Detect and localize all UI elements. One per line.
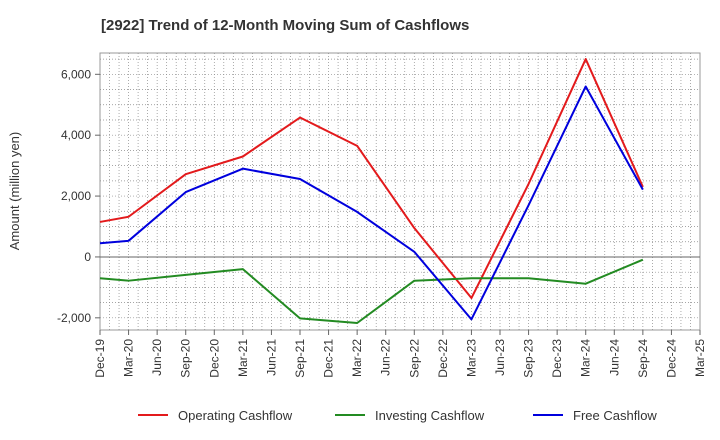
x-tick-label: Sep-23 — [522, 339, 536, 378]
x-tick-label: Jun-23 — [493, 339, 507, 376]
x-tick-label: Sep-22 — [407, 339, 421, 378]
x-axis-ticks: Dec-19 Mar-20 Jun-20 Sep-20 Dec-20 Mar-21 Jun-… — [93, 330, 707, 378]
y-tick-label: -2,000 — [57, 311, 91, 325]
x-tick-label: Dec-23 — [550, 339, 564, 378]
legend-label-investing-cashflow: Investing Cashflow — [375, 408, 485, 423]
y-tick-label: 4,000 — [61, 128, 91, 142]
x-tick-label: Mar-21 — [236, 339, 250, 377]
x-tick-label: Mar-24 — [579, 339, 593, 377]
y-axis-ticks: -2,000 0 2,000 4,000 6,000 — [57, 67, 100, 325]
x-tick-label: Jun-21 — [264, 339, 278, 376]
x-tick-label: Jun-24 — [607, 339, 621, 376]
legend: Operating Cashflow Investing Cashflow Free… — [138, 408, 657, 423]
x-tick-label: Mar-20 — [122, 339, 136, 377]
x-tick-label: Dec-20 — [207, 339, 221, 378]
x-tick-label: Jun-20 — [150, 339, 164, 376]
x-tick-label: Sep-21 — [293, 339, 307, 378]
grid — [100, 53, 700, 330]
x-tick-label: Dec-22 — [436, 339, 450, 378]
series-line-operating-cashflow — [99, 58, 644, 300]
x-tick-label: Mar-23 — [464, 339, 478, 377]
x-tick-label: Dec-24 — [664, 339, 678, 378]
x-tick-label: Dec-21 — [322, 339, 336, 378]
x-tick-label: Sep-24 — [636, 339, 650, 378]
series-line-investing-cashflow — [99, 258, 644, 324]
legend-label-free-cashflow: Free Cashflow — [573, 408, 657, 423]
plot-area — [99, 52, 701, 331]
y-tick-label: 0 — [84, 250, 91, 264]
x-tick-label: Dec-19 — [93, 339, 107, 378]
x-tick-label: Sep-20 — [179, 339, 193, 378]
x-tick-label: Mar-22 — [350, 339, 364, 377]
x-tick-label: Mar-25 — [693, 339, 707, 377]
x-tick-label: Jun-22 — [379, 339, 393, 376]
series-layer — [99, 58, 644, 324]
y-tick-label: 2,000 — [61, 189, 91, 203]
y-axis-label: Amount (million yen) — [7, 132, 22, 251]
series-line-free-cashflow — [99, 85, 644, 321]
legend-label-operating-cashflow: Operating Cashflow — [178, 408, 293, 423]
y-tick-label: 6,000 — [61, 67, 91, 81]
chart-title: [2922] Trend of 12-Month Moving Sum of C… — [101, 17, 469, 34]
